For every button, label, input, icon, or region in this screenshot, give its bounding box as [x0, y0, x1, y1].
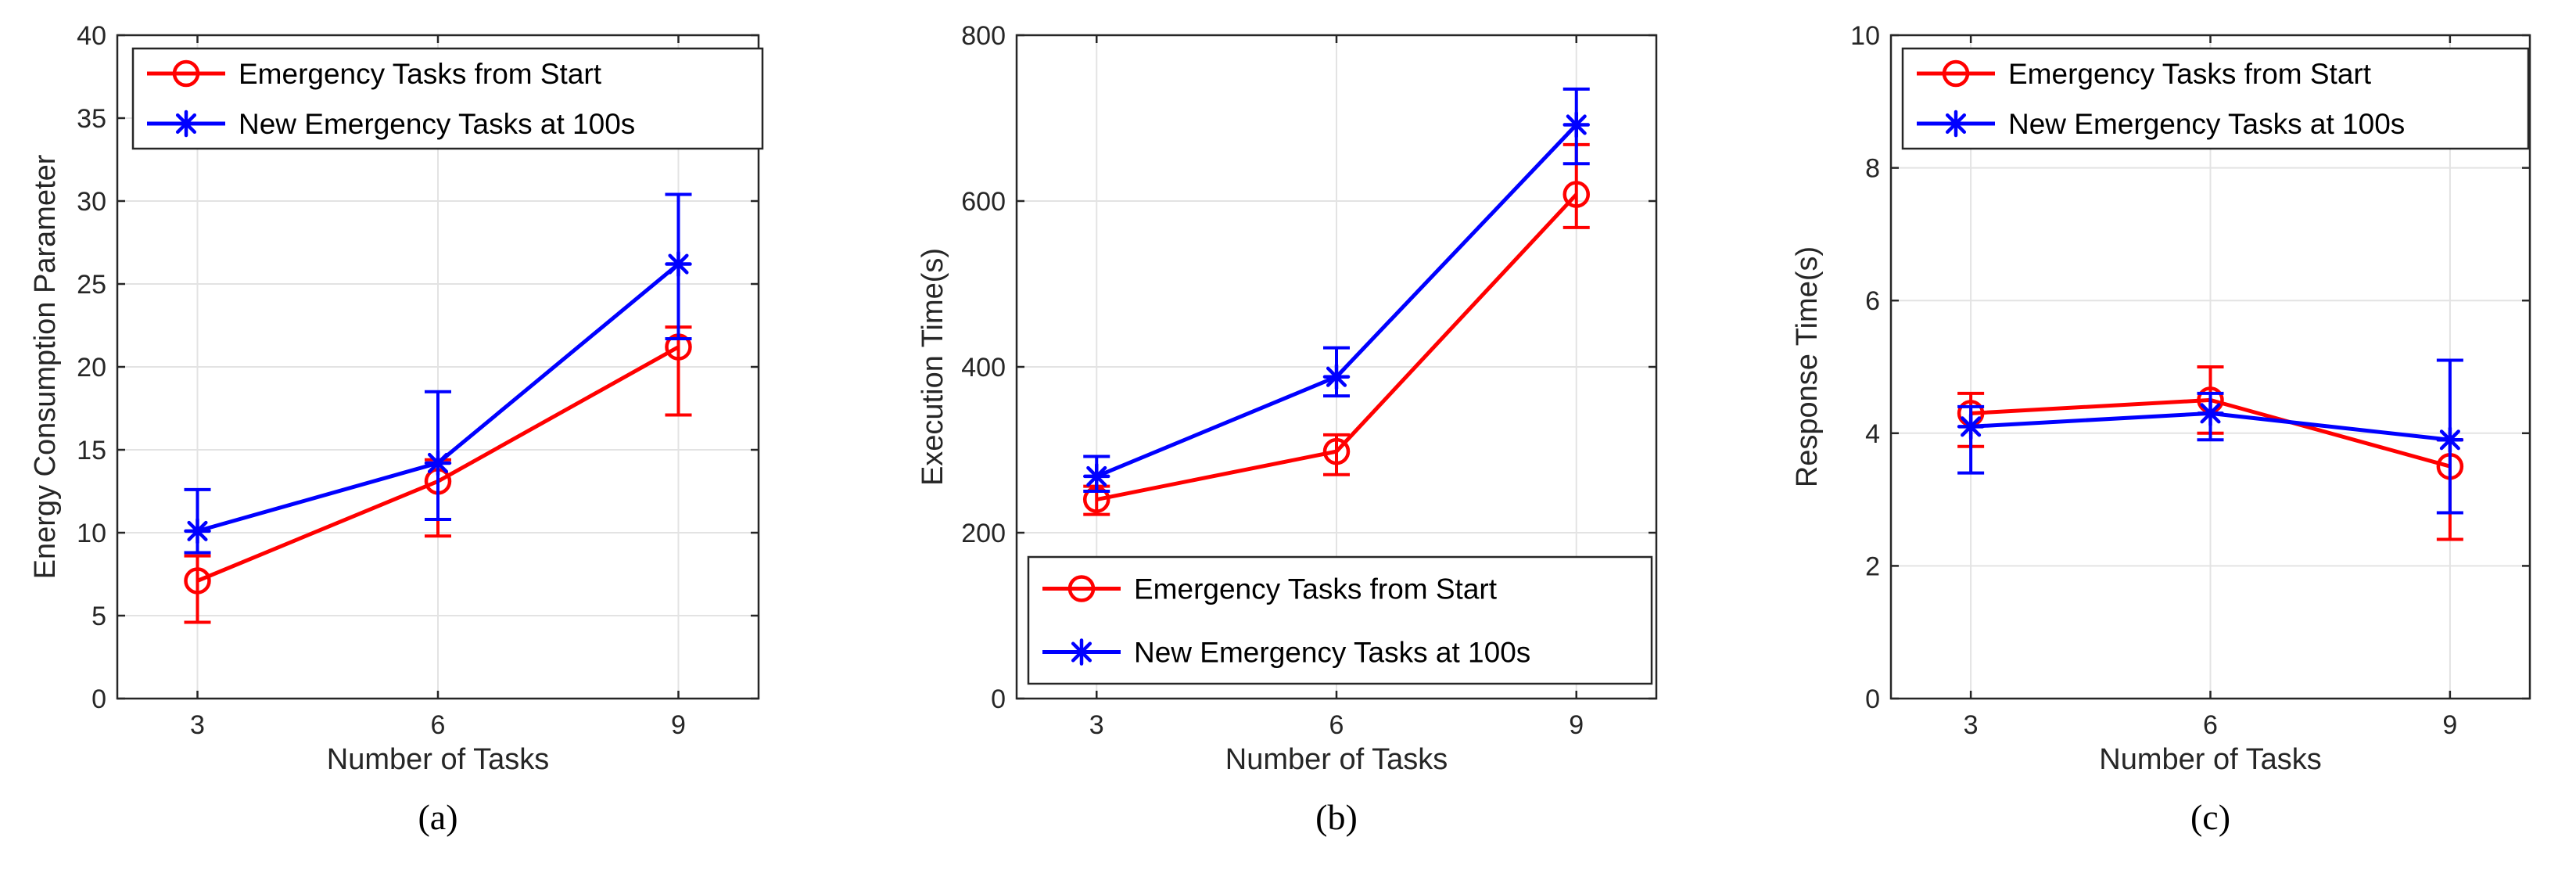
- data-point: [184, 517, 211, 545]
- y-tick-label: 6: [1865, 286, 1880, 316]
- x-tick-label: 3: [1089, 710, 1104, 740]
- data-point: [424, 449, 452, 477]
- y-tick-label: 10: [77, 519, 106, 548]
- y-axis-label: Response Time(s): [1791, 246, 1824, 487]
- asterisk-stroke: [1961, 416, 1982, 437]
- asterisk-stroke: [1566, 114, 1587, 135]
- legend-item: Emergency Tasks from Start: [147, 58, 602, 90]
- y-tick-label: 400: [961, 353, 1006, 383]
- y-tick-label: 35: [77, 104, 106, 134]
- error-bar: [184, 554, 211, 624]
- legend-marker: [172, 59, 200, 88]
- y-tick-label: 25: [77, 270, 106, 300]
- data-point: [1957, 413, 1985, 440]
- x-tick-label: 6: [1329, 710, 1344, 740]
- x-axis-label: Number of Tasks: [1225, 743, 1448, 776]
- legend-item: New Emergency Tasks at 100s: [147, 108, 635, 140]
- panel-caption: (b): [1315, 797, 1358, 837]
- legend-item: New Emergency Tasks at 100s: [1042, 637, 1530, 669]
- data-point: [1562, 111, 1590, 138]
- ticks: 3 6 9 0 200 400 600 800: [961, 21, 1656, 740]
- ticks: 3 6 9 0 2 4 6 8 10: [1850, 21, 2530, 740]
- legend-label: New Emergency Tasks at 100s: [1134, 637, 1530, 669]
- panel-caption: (c): [2190, 797, 2230, 837]
- asterisk-stroke: [427, 452, 449, 474]
- x-axis-label: Number of Tasks: [327, 743, 549, 776]
- y-tick-label: 8: [1865, 154, 1880, 184]
- y-tick-label: 40: [77, 21, 106, 51]
- legend-label: Emergency Tasks from Start: [1134, 573, 1498, 605]
- x-axis-label: Number of Tasks: [2099, 743, 2321, 776]
- legend-box: [1027, 555, 1653, 685]
- x-tick-label: 9: [671, 710, 686, 740]
- legend-box: [131, 47, 764, 150]
- legend-box: [1901, 47, 2530, 150]
- asterisk-stroke: [2200, 403, 2221, 424]
- legend: Emergency Tasks from Start New Emergency …: [1901, 47, 2530, 150]
- asterisk-stroke: [1326, 366, 1347, 387]
- data-point: [2436, 426, 2464, 454]
- x-tick-label: 9: [2442, 710, 2457, 740]
- y-tick-label: 600: [961, 187, 1006, 217]
- data-point: [665, 250, 692, 278]
- legend-item: New Emergency Tasks at 100s: [1917, 108, 2405, 140]
- x-tick-label: 9: [1569, 710, 1584, 740]
- chart-panel-1: 3 6 9 0 5 10 15 20 25 30 35 40 Number of Tasks Energy…: [29, 21, 764, 837]
- legend-marker: [172, 110, 200, 138]
- asterisk-stroke: [2439, 429, 2460, 451]
- asterisk-stroke: [1945, 113, 1967, 135]
- legend-item: Emergency Tasks from Start: [1042, 573, 1498, 605]
- y-tick-label: 5: [91, 602, 106, 631]
- legend-label: New Emergency Tasks at 100s: [2008, 108, 2405, 140]
- chart-panel-3: 3 6 9 0 2 4 6 8 10 Number of Tasks Response Time(s…: [1791, 21, 2531, 837]
- y-tick-label: 15: [77, 436, 106, 465]
- asterisk-stroke: [1071, 641, 1092, 663]
- y-tick-label: 0: [1865, 684, 1880, 714]
- legend-item: Emergency Tasks from Start: [1917, 58, 2372, 90]
- y-axis-label: Execution Time(s): [917, 248, 949, 486]
- y-tick-label: 0: [91, 684, 106, 714]
- series-2: [1083, 87, 1590, 493]
- legend-label: New Emergency Tasks at 100s: [239, 108, 635, 140]
- asterisk-stroke: [668, 253, 689, 275]
- y-tick-label: 0: [991, 684, 1006, 714]
- legend-marker: [1067, 638, 1096, 666]
- asterisk-stroke: [175, 113, 197, 135]
- asterisk-stroke: [187, 520, 208, 541]
- legend-marker: [1067, 575, 1096, 602]
- y-tick-label: 200: [961, 519, 1006, 548]
- data-point: [1322, 437, 1351, 465]
- series-2: [1957, 358, 2464, 515]
- legend: Emergency Tasks from Start New Emergency …: [1027, 555, 1653, 685]
- legend-marker: [1942, 59, 1970, 88]
- legend: Emergency Tasks from Start New Emergency …: [131, 47, 764, 150]
- legend-label: Emergency Tasks from Start: [2008, 58, 2372, 90]
- data-point: [184, 567, 211, 595]
- y-axis-label: Energy Consumption Parameter: [29, 154, 62, 579]
- data-point: [1562, 181, 1590, 208]
- x-tick-label: 6: [2203, 710, 2218, 740]
- panel-caption: (a): [418, 797, 457, 837]
- ticks: 3 6 9 0 5 10 15 20 25 30 35 40: [77, 21, 759, 740]
- legend-label: Emergency Tasks from Start: [239, 58, 602, 90]
- data-point: [2197, 400, 2224, 427]
- y-tick-label: 20: [77, 353, 106, 383]
- series-2: [184, 192, 692, 555]
- x-tick-label: 6: [431, 710, 446, 740]
- x-tick-label: 3: [190, 710, 205, 740]
- y-tick-label: 4: [1865, 419, 1880, 449]
- asterisk-stroke: [1086, 465, 1107, 487]
- y-tick-label: 10: [1850, 21, 1880, 51]
- data-point: [1322, 363, 1351, 390]
- y-tick-label: 30: [77, 187, 106, 217]
- error-bar: [1323, 433, 1350, 476]
- chart-panel-2: 3 6 9 0 200 400 600 800 Number of Tasks Execution…: [917, 21, 1658, 837]
- legend-marker: [1942, 110, 1970, 138]
- y-tick-label: 2: [1865, 551, 1880, 581]
- x-tick-label: 3: [1964, 710, 1979, 740]
- data-point: [1083, 462, 1110, 490]
- y-tick-label: 800: [961, 21, 1006, 51]
